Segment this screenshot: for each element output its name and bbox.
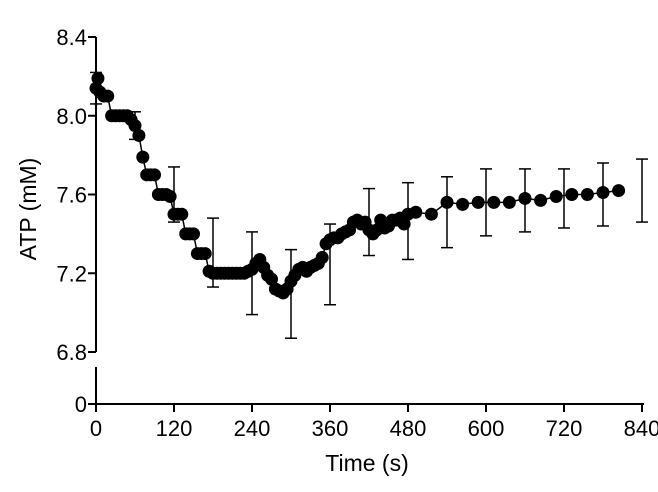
data-point — [198, 247, 212, 261]
x-tick-label: 600 — [468, 416, 505, 441]
data-point — [549, 189, 563, 203]
data-point — [518, 191, 532, 205]
y-tick-label: 8.0 — [56, 104, 87, 129]
error-bars — [90, 71, 648, 339]
data-point — [612, 184, 626, 198]
x-tick-label: 120 — [156, 416, 193, 441]
data-points — [89, 71, 626, 300]
data-point — [148, 168, 161, 182]
data-point — [128, 119, 142, 133]
y-tick-label: 7.6 — [56, 183, 87, 208]
tick-labels: 6.8 7.2 7.6 8.0 8.4 00 120 240 360 480 600 720 840 — [56, 25, 658, 441]
error-bar — [558, 168, 570, 229]
data-point — [596, 186, 610, 200]
data-point — [187, 227, 200, 241]
x-tick-label: 720 — [546, 416, 583, 441]
x-axis-title: Time (s) — [325, 450, 408, 476]
error-bar — [441, 176, 453, 249]
data-point — [487, 195, 501, 209]
data-point — [456, 197, 470, 211]
x-tick-label: 360 — [312, 416, 349, 441]
data-point — [91, 71, 105, 85]
y-tick-label: 7.2 — [56, 261, 87, 286]
data-point — [424, 207, 438, 221]
data-point — [265, 272, 278, 286]
data-point — [132, 128, 146, 142]
axes — [88, 36, 644, 412]
data-point — [565, 188, 579, 201]
data-point — [397, 217, 411, 231]
data-point — [315, 251, 329, 264]
data-point — [440, 195, 454, 209]
data-point — [580, 188, 594, 201]
x-tick-label: 840 — [624, 416, 658, 441]
y-tick-label: 6.8 — [56, 340, 87, 365]
data-point — [471, 195, 485, 209]
x-tick-label: 240 — [234, 416, 271, 441]
y-tick-label: 0 — [75, 392, 87, 417]
data-point — [163, 189, 177, 203]
y-axis-title: ATP (mM) — [15, 158, 41, 261]
data-point — [409, 205, 423, 219]
error-bar — [636, 158, 648, 223]
y-tick-label: 8.4 — [56, 25, 87, 50]
x-tick-label: 480 — [390, 416, 427, 441]
data-point — [502, 195, 516, 209]
x-tick-label: 0 — [90, 416, 102, 441]
data-point — [175, 207, 189, 221]
data-point — [534, 193, 548, 207]
data-point — [136, 150, 150, 164]
data-point — [101, 89, 115, 103]
